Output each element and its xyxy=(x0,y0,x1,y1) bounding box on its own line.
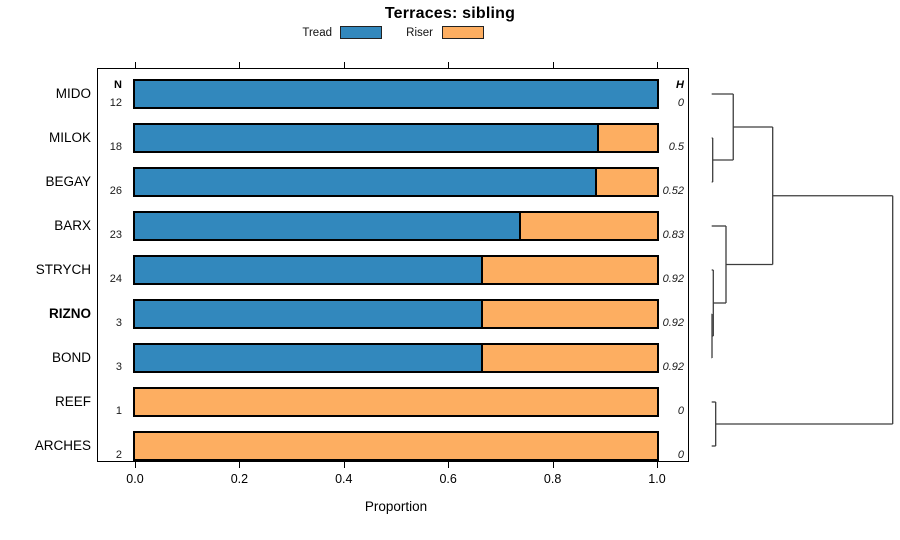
bar-segment-tread xyxy=(135,81,657,107)
n-value: 2 xyxy=(115,449,122,461)
h-column-header: H xyxy=(676,79,684,91)
x-axis-title: Proportion xyxy=(364,499,428,514)
bar-segment-tread xyxy=(135,213,521,239)
n-value: 24 xyxy=(109,273,122,285)
n-value: 3 xyxy=(115,317,122,329)
bar-row xyxy=(133,387,659,417)
h-value: 0.5 xyxy=(668,141,684,153)
bar-segment-tread xyxy=(135,125,600,151)
category-label: BOND xyxy=(51,350,91,365)
bar-row xyxy=(133,343,659,373)
category-label: BEGAY xyxy=(45,174,91,189)
bar-segment-riser xyxy=(520,213,657,239)
bar-segment-riser xyxy=(135,389,657,415)
x-tick-label: 0.8 xyxy=(543,472,562,486)
h-value: 0.92 xyxy=(662,361,684,373)
bar-segment-tread xyxy=(135,169,597,195)
n-value: 12 xyxy=(109,97,122,109)
bar-segment-riser xyxy=(135,433,657,459)
category-label: MIDO xyxy=(55,86,91,101)
x-axis-tick-top xyxy=(552,62,554,68)
bar-row xyxy=(133,123,659,153)
bar-row xyxy=(133,79,659,109)
bar-row xyxy=(133,255,659,285)
plot-area xyxy=(97,68,689,462)
bar-segment-riser xyxy=(483,345,657,371)
bar-row xyxy=(133,431,659,461)
bar-segment-riser xyxy=(483,257,657,283)
category-label: ARCHES xyxy=(34,438,91,453)
bar-segment-riser xyxy=(483,301,657,327)
category-label: STRYCH xyxy=(35,262,91,277)
x-tick-label: 0.2 xyxy=(230,472,249,486)
category-label: MILOK xyxy=(48,130,91,145)
x-axis-tick-top xyxy=(135,62,136,68)
x-axis-tick-top xyxy=(448,62,450,68)
bar-segment-riser xyxy=(599,125,657,151)
h-value: 0.92 xyxy=(662,317,684,329)
n-value: 26 xyxy=(109,185,122,197)
category-label: RIZNO xyxy=(49,306,91,321)
legend-label-tread: Tread xyxy=(302,27,332,39)
bar-segment-tread xyxy=(135,257,484,283)
x-tick-label: 0.0 xyxy=(126,472,144,486)
x-axis-tick xyxy=(135,462,136,468)
x-axis-tick-top xyxy=(343,62,345,68)
h-value: 0.52 xyxy=(662,185,684,197)
category-label: REEF xyxy=(54,394,91,409)
bar-row xyxy=(133,299,659,329)
bar-segment-tread xyxy=(135,301,484,327)
n-value: 1 xyxy=(115,405,122,417)
h-value: 0 xyxy=(677,97,684,109)
category-label: BARX xyxy=(54,218,91,233)
x-tick-label: 0.6 xyxy=(439,472,457,486)
bar-row xyxy=(133,167,659,197)
x-tick-label: 0.4 xyxy=(335,472,353,486)
x-axis-tick xyxy=(552,462,554,468)
x-axis-tick xyxy=(343,462,345,468)
h-value: 0.83 xyxy=(662,229,684,241)
n-value: 18 xyxy=(109,141,122,153)
x-tick-label: 1.0 xyxy=(648,472,666,486)
h-value: 0.92 xyxy=(662,273,684,285)
legend-swatch-tread xyxy=(340,26,382,39)
n-column-header: N xyxy=(114,79,122,91)
bar-segment-riser xyxy=(596,169,657,195)
x-axis-tick xyxy=(448,462,450,468)
bar-row xyxy=(133,211,659,241)
chart-title: Terraces: sibling xyxy=(384,5,516,22)
x-axis-tick-top xyxy=(239,62,241,68)
legend-swatch-riser xyxy=(442,26,484,39)
x-axis-tick xyxy=(239,462,241,468)
legend-label-riser: Riser xyxy=(406,27,433,39)
n-value: 23 xyxy=(109,229,122,241)
n-value: 3 xyxy=(115,361,122,373)
x-axis-tick xyxy=(657,462,658,468)
bar-segment-tread xyxy=(135,345,484,371)
x-axis-tick-top xyxy=(657,62,658,68)
h-value: 0 xyxy=(677,405,684,417)
h-value: 0 xyxy=(677,449,684,461)
